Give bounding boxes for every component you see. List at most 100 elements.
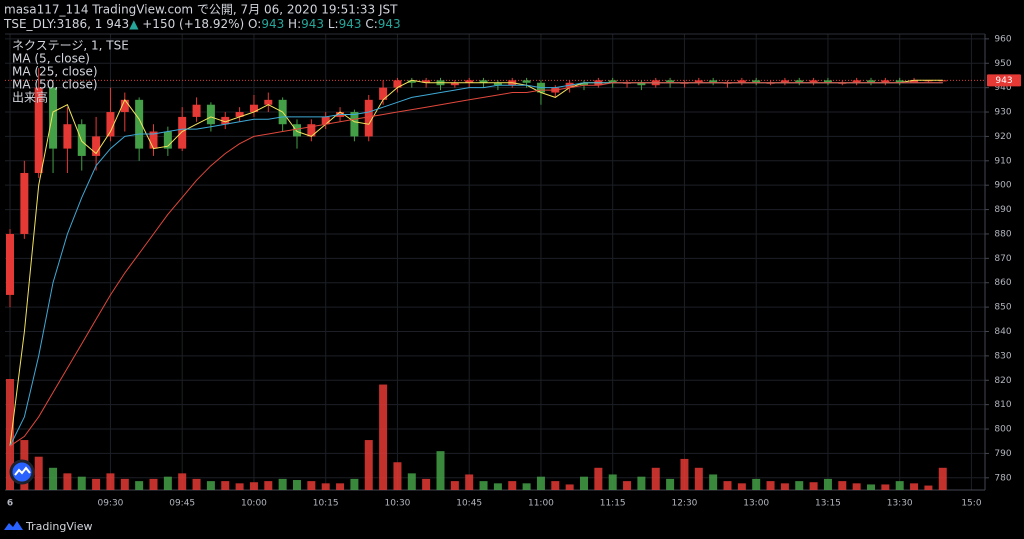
candle-body <box>580 82 588 86</box>
x-tick-label: 10:45 <box>456 499 482 509</box>
volume-bar <box>680 458 689 490</box>
candle-body <box>666 80 675 83</box>
y-tick-label: 850 <box>994 303 1011 313</box>
candle-body <box>293 124 301 137</box>
volume-bar <box>293 480 301 490</box>
c-value: 943 <box>378 17 401 31</box>
candle-body <box>938 80 947 82</box>
x-tick-label: 13:15 <box>815 499 841 509</box>
candle-body <box>852 80 861 83</box>
volume-bar <box>867 484 875 490</box>
volume-bar <box>321 483 330 490</box>
candle-body <box>364 99 373 137</box>
x-tick-label: 10:15 <box>313 499 339 509</box>
change: +150 (+18.92%) <box>142 17 244 31</box>
volume-bar <box>910 483 919 490</box>
volume-bar <box>780 483 789 490</box>
candle-body <box>20 172 29 234</box>
volume-bar <box>178 473 187 490</box>
x-tick-label: 13:30 <box>887 499 913 509</box>
volume-bar <box>149 478 158 490</box>
volume-bar <box>737 483 746 490</box>
candle-body <box>393 80 402 88</box>
y-tick-label: 950 <box>994 59 1011 69</box>
volume-bar <box>881 484 890 490</box>
candle-body <box>192 104 201 117</box>
volume-bar <box>795 481 804 490</box>
y-tick-label: 800 <box>994 425 1011 435</box>
candle-body <box>522 80 531 83</box>
candle-body <box>867 80 875 83</box>
volume-bar <box>221 481 230 490</box>
candle-body <box>910 80 919 83</box>
candle-body <box>49 87 58 149</box>
volume-bar <box>192 478 201 490</box>
candle-body <box>694 80 703 83</box>
candle-body <box>809 80 818 83</box>
volume-bar <box>206 481 215 490</box>
symbol: TSE_DLY:3186, 1 <box>3 17 102 31</box>
volume-bar <box>694 467 703 490</box>
y-tick-label: 910 <box>994 156 1011 166</box>
volume-bar <box>135 481 144 490</box>
header-symbol-line: TSE_DLY:3186, 1 943▲ +150 (+18.92%) O:94… <box>3 17 401 31</box>
last-price-tag <box>987 74 1021 87</box>
candle-body <box>307 124 316 137</box>
brand-logo <box>4 521 23 530</box>
volume-bar <box>924 485 933 490</box>
volume-bar <box>307 481 316 490</box>
ma-line <box>9 82 943 447</box>
volume-bar <box>565 484 574 490</box>
candle-body <box>63 124 72 149</box>
volume-bar <box>336 483 345 490</box>
volume-bar <box>6 379 14 490</box>
h-value: 943 <box>301 17 324 31</box>
y-tick-label: 790 <box>994 449 1011 459</box>
y-tick-label: 920 <box>994 132 1011 142</box>
volume-bar <box>522 483 531 490</box>
volume-bar <box>752 478 761 490</box>
x-tick-label: 11:00 <box>528 499 554 509</box>
y-tick-label: 930 <box>994 108 1011 118</box>
volume-bar <box>379 384 388 490</box>
candle-body <box>780 80 789 83</box>
volume-bar <box>450 481 459 490</box>
y-tick-label: 900 <box>994 181 1011 191</box>
volume-bar <box>536 476 545 490</box>
candle-body <box>249 104 258 113</box>
volume-bar <box>34 456 43 490</box>
legend-ma: MA (25, close) <box>12 65 98 79</box>
last-price-label: 943 <box>995 76 1012 86</box>
candle-body <box>120 99 129 113</box>
x-tick-label: 09:30 <box>97 499 123 509</box>
candle-body <box>881 80 890 83</box>
candle-body <box>235 112 244 117</box>
volume-bar <box>551 481 560 490</box>
o-label: O: <box>248 17 261 31</box>
candle-body <box>6 233 14 295</box>
brand-name: TradingView <box>25 520 92 533</box>
y-tick-label: 840 <box>994 327 1011 337</box>
candle-body <box>407 80 416 83</box>
volume-bar <box>436 451 445 490</box>
candle-body <box>350 112 359 137</box>
volume-bar <box>809 482 818 490</box>
candle-body <box>465 80 474 83</box>
volume-bar <box>594 467 603 490</box>
volume-bar <box>235 483 244 490</box>
candle-body <box>422 80 431 83</box>
candle-body <box>752 80 761 83</box>
volume-bar <box>651 467 660 490</box>
volume-bar <box>479 481 488 490</box>
candle-body <box>149 131 158 149</box>
x-tick-label: 10:00 <box>241 499 267 509</box>
y-tick-label: 940 <box>994 83 1011 93</box>
volume-bar <box>364 440 373 490</box>
candle-body <box>92 136 101 156</box>
volume-bar <box>493 483 502 490</box>
y-tick-label: 860 <box>994 278 1011 288</box>
candle-body <box>924 80 933 82</box>
legend-ma: MA (5, close) <box>12 52 90 66</box>
